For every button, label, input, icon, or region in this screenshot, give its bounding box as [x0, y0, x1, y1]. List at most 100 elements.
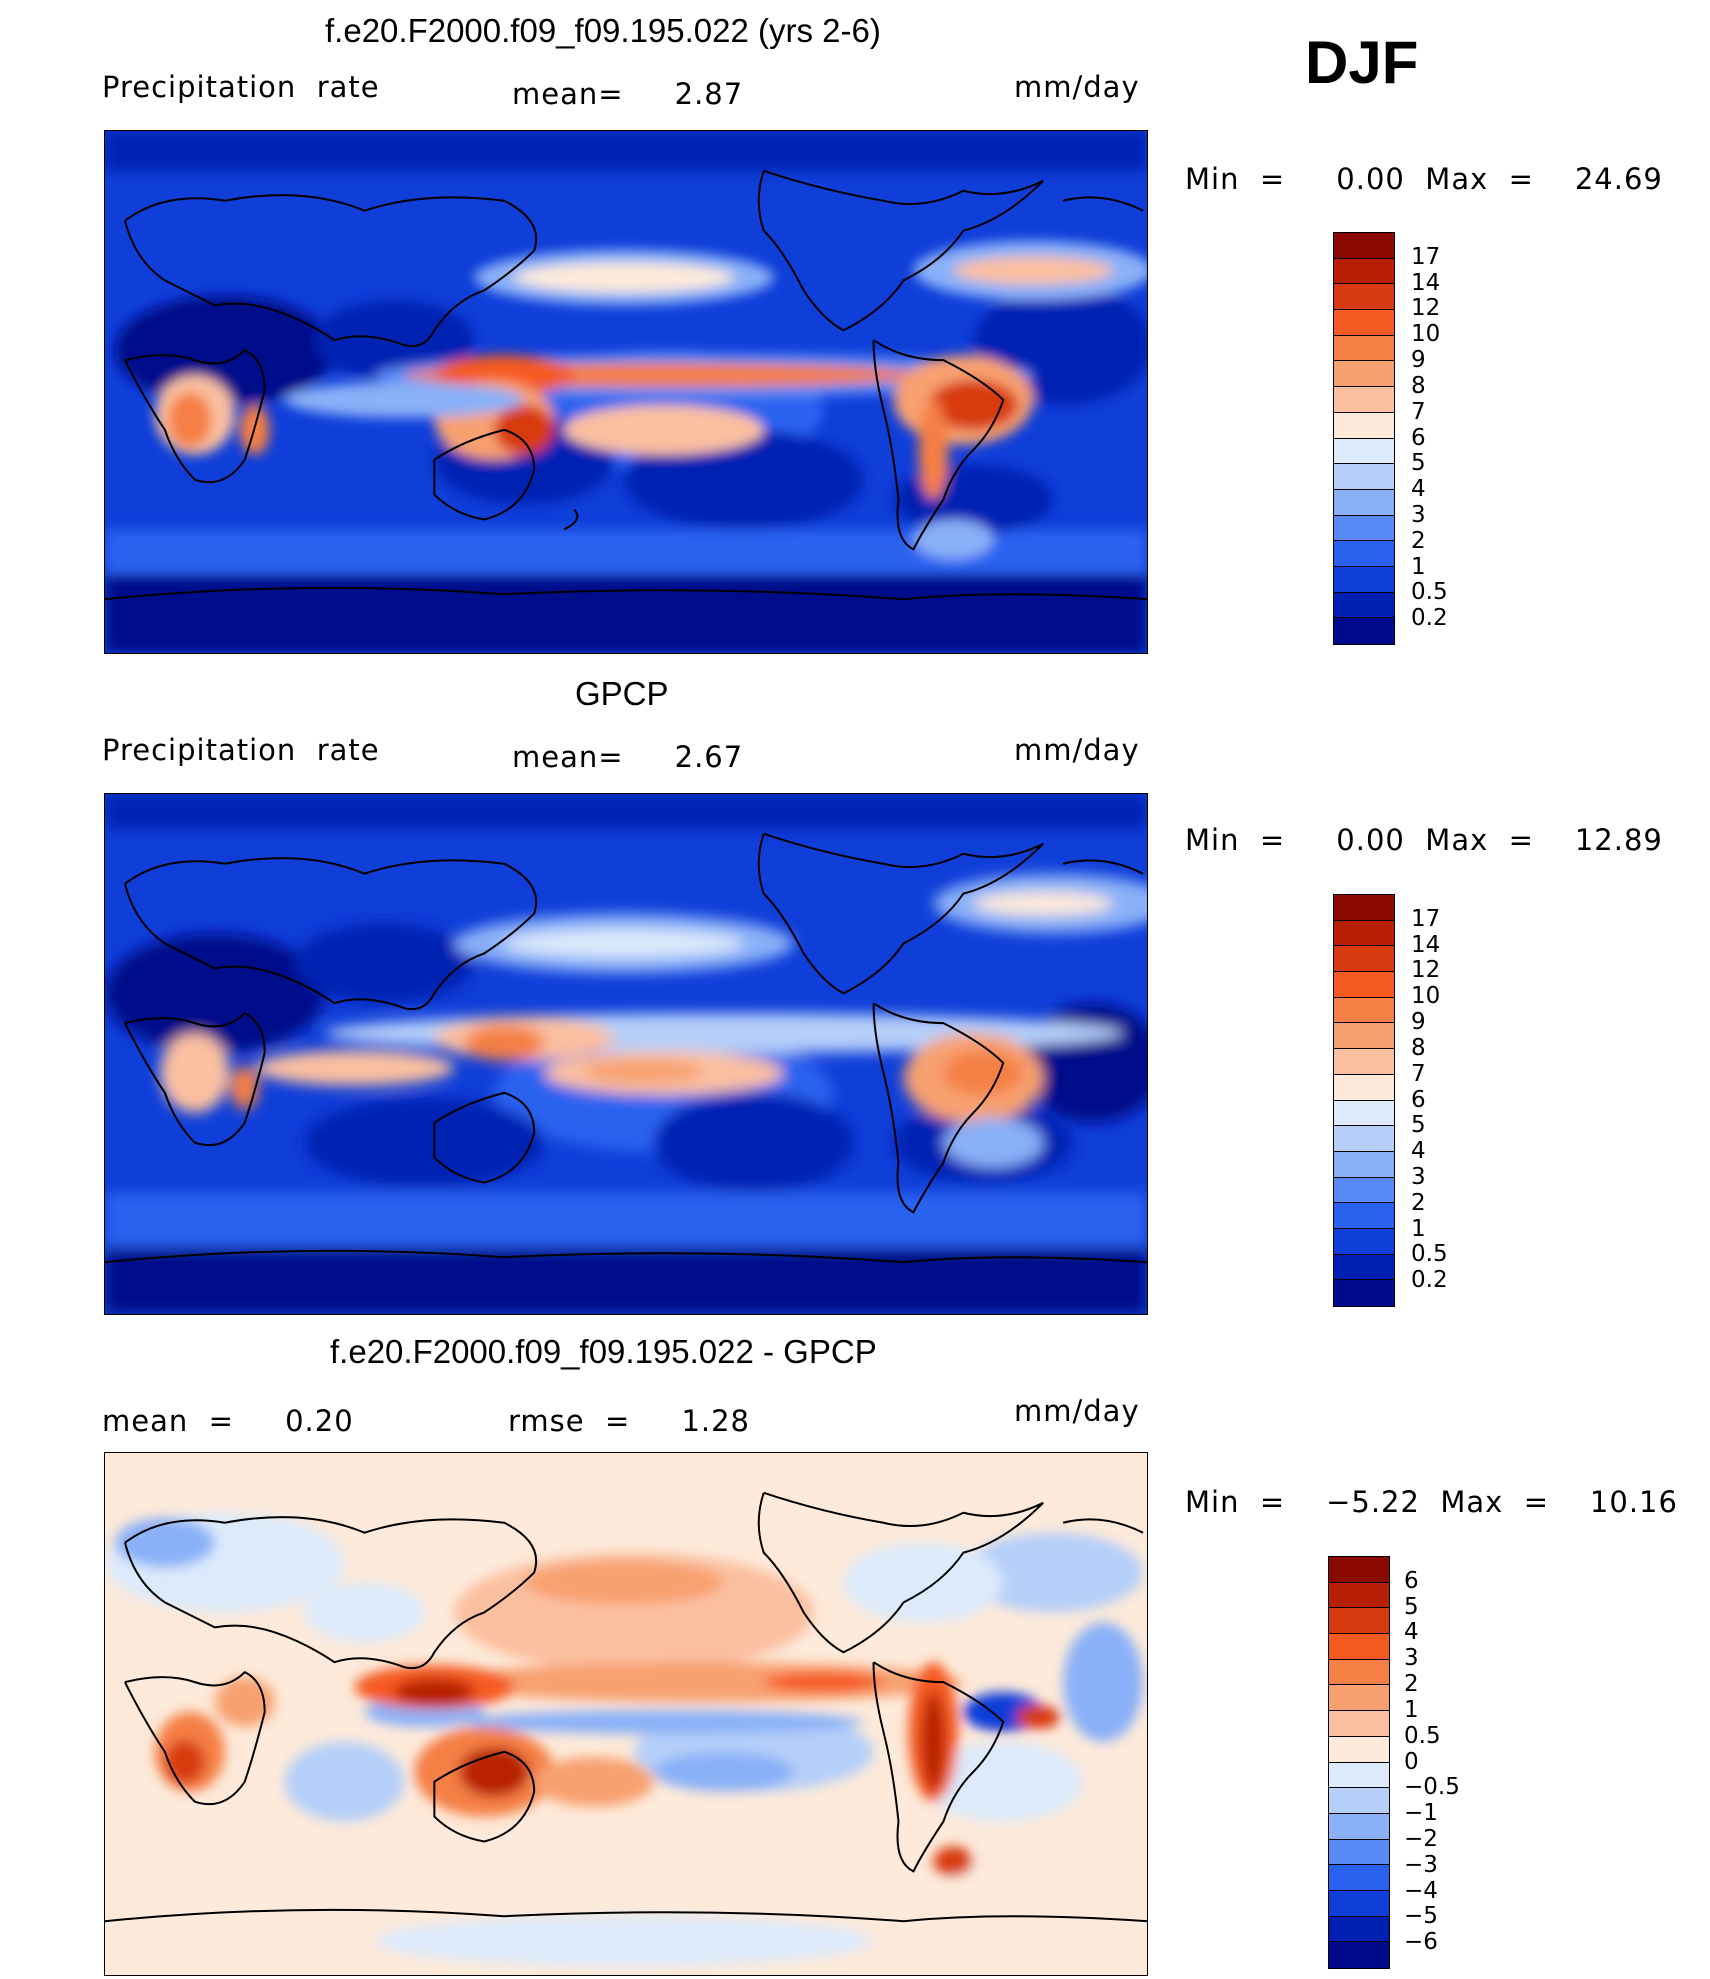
colorbar-tick-label: −0.5 — [1404, 1774, 1460, 1801]
panel-2-colorbar-swatch — [1334, 1049, 1394, 1075]
colorbar-tick-label: 4 — [1411, 476, 1426, 503]
panel-2-coastlines — [105, 832, 1147, 1264]
panel-1-colorbar-swatch — [1334, 412, 1394, 439]
panel-3-colorbar-swatch — [1329, 1608, 1389, 1635]
colorbar-tick-label: 12 — [1411, 957, 1441, 984]
panel-2-colorbar-ticks: 17 14 12 10 9 8 7 6 5 4 3 2 1 0.5 0.2 — [1411, 905, 1491, 1298]
panel-3-colorbar-swatch — [1329, 1762, 1389, 1789]
colorbar-tick-label: 0.5 — [1411, 1241, 1448, 1268]
panel-3-colorbar-ticks: 6 5 4 3 2 1 0.5 0 −0.5 −1 −2 −3 −4 −5 −6 — [1404, 1567, 1494, 1960]
panel-1-colorbar-swatch — [1334, 233, 1394, 259]
panel-3-mean-label: mean = 0.20 — [102, 1404, 354, 1438]
colorbar-tick-label: 3 — [1411, 501, 1426, 528]
panel-2-title: GPCP — [575, 675, 669, 712]
panel-1-colorbar-swatch — [1334, 361, 1394, 388]
panel-2-colorbar-swatch — [1334, 997, 1394, 1024]
colorbar-tick-label: 0.5 — [1404, 1722, 1441, 1749]
colorbar-tick-label: 17 — [1411, 905, 1441, 932]
panel-3-title: f.e20.F2000.f09_f09.195.022 - GPCP — [330, 1333, 877, 1370]
colorbar-tick-label: 2 — [1404, 1671, 1419, 1698]
colorbar-tick-label: 6 — [1411, 1086, 1426, 1113]
panel-3-colorbar-swatch — [1329, 1916, 1389, 1943]
colorbar-tick-label: 3 — [1411, 1163, 1426, 1190]
panel-2-colorbar-swatch — [1334, 946, 1394, 973]
panel-2-variable-label: Precipitation rate — [102, 733, 380, 767]
panel-3-colorbar-swatch — [1329, 1685, 1389, 1712]
panel-2-minmax-label: Min = 0.00 Max = 12.89 — [1185, 823, 1663, 857]
season-label: DJF — [1305, 29, 1419, 96]
colorbar-tick-label: −6 — [1404, 1929, 1438, 1956]
colorbar-tick-label: 1 — [1411, 553, 1426, 580]
panel-3-colorbar-swatch — [1329, 1557, 1389, 1583]
panel-3-colorbar-swatch — [1329, 1736, 1389, 1763]
panel-3-colorbar-swatch — [1329, 1813, 1389, 1840]
colorbar-tick-label: 5 — [1404, 1593, 1419, 1620]
colorbar-tick-label: 2 — [1411, 527, 1426, 554]
panel-1-colorbar-swatch — [1334, 258, 1394, 285]
panel-3-units-label: mm/day — [1014, 1394, 1140, 1428]
panel-1-title: f.e20.F2000.f09_f09.195.022 (yrs 2-6) — [325, 12, 881, 49]
panel-1-colorbar-swatch — [1334, 592, 1394, 619]
colorbar-tick-label: 10 — [1411, 321, 1441, 348]
colorbar-tick-label: 17 — [1411, 243, 1441, 270]
colorbar-tick-label: 4 — [1411, 1138, 1426, 1165]
panel-2-colorbar-swatch — [1334, 1177, 1394, 1204]
panel-1-colorbar-ticks: 17 14 12 10 9 8 7 6 5 4 3 2 1 0.5 0.2 — [1411, 243, 1491, 636]
colorbar-tick-label: 5 — [1411, 1112, 1426, 1139]
panel-3-field — [105, 1453, 1147, 1975]
panel-1-colorbar-swatch — [1334, 515, 1394, 542]
panel-3-colorbar-swatch — [1329, 1942, 1389, 1968]
colorbar-tick-label: 4 — [1404, 1619, 1419, 1646]
panel-3-colorbar — [1328, 1556, 1390, 1969]
panel-2-colorbar-swatch — [1334, 1228, 1394, 1255]
panel-1-colorbar-swatch — [1334, 464, 1394, 490]
colorbar-tick-label: 7 — [1411, 398, 1426, 425]
panel-3-rmse-label: rmse = 1.28 — [508, 1404, 751, 1438]
panel-2-units-label: mm/day — [1014, 733, 1140, 767]
colorbar-tick-label: 12 — [1411, 295, 1441, 322]
panel-1-colorbar-swatch — [1334, 618, 1394, 644]
panel-1-colorbar-swatch — [1334, 310, 1394, 336]
colorbar-tick-label: −2 — [1404, 1825, 1438, 1852]
colorbar-tick-label: 10 — [1411, 983, 1441, 1010]
colorbar-tick-label: 8 — [1411, 372, 1426, 399]
panel-3-colorbar-swatch — [1329, 1890, 1389, 1917]
panel-2-colorbar-swatch — [1334, 1151, 1394, 1178]
colorbar-tick-label: 0.2 — [1411, 1267, 1448, 1294]
panel-1-colorbar-swatch — [1334, 284, 1394, 311]
panel-3-colorbar-swatch — [1329, 1634, 1389, 1660]
panel-3-coastlines — [105, 1491, 1147, 1923]
colorbar-tick-label: −1 — [1404, 1800, 1438, 1827]
colorbar-tick-label: 6 — [1404, 1567, 1419, 1594]
panel-1-units-label: mm/day — [1014, 70, 1140, 104]
colorbar-tick-label: 0.2 — [1411, 605, 1448, 632]
colorbar-tick-label: 0 — [1404, 1748, 1419, 1775]
panel-2-map — [104, 793, 1148, 1315]
panel-1-colorbar-swatch — [1334, 438, 1394, 465]
panel-2-colorbar-swatch — [1334, 972, 1394, 998]
panel-3-minmax-label: Min = −5.22 Max = 10.16 — [1185, 1485, 1678, 1519]
panel-3-colorbar-swatch — [1329, 1582, 1389, 1609]
colorbar-tick-label: 1 — [1404, 1696, 1419, 1723]
panel-3-colorbar-swatch — [1329, 1659, 1389, 1686]
colorbar-tick-label: 14 — [1411, 931, 1441, 958]
panel-2-colorbar-swatch — [1334, 895, 1394, 921]
colorbar-tick-label: 1 — [1411, 1215, 1426, 1242]
panel-1-variable-label: Precipitation rate — [102, 70, 380, 104]
panel-3-colorbar-swatch — [1329, 1788, 1389, 1814]
panel-1-colorbar-swatch — [1334, 387, 1394, 413]
colorbar-tick-label: 7 — [1411, 1060, 1426, 1087]
colorbar-tick-label: 8 — [1411, 1034, 1426, 1061]
colorbar-tick-label: 3 — [1404, 1645, 1419, 1672]
panel-1-mean-label: mean= 2.87 — [512, 77, 744, 111]
panel-1-colorbar — [1333, 232, 1395, 645]
colorbar-tick-label: 2 — [1411, 1189, 1426, 1216]
panel-1-colorbar-swatch — [1334, 566, 1394, 593]
colorbar-tick-label: −5 — [1404, 1903, 1438, 1930]
panel-3-colorbar-swatch — [1329, 1839, 1389, 1866]
panel-2-colorbar-swatch — [1334, 1074, 1394, 1101]
panel-1-map — [104, 130, 1148, 654]
panel-2-colorbar-swatch — [1334, 1280, 1394, 1306]
panel-2-mean-label: mean= 2.67 — [512, 740, 744, 774]
colorbar-tick-label: 5 — [1411, 450, 1426, 477]
